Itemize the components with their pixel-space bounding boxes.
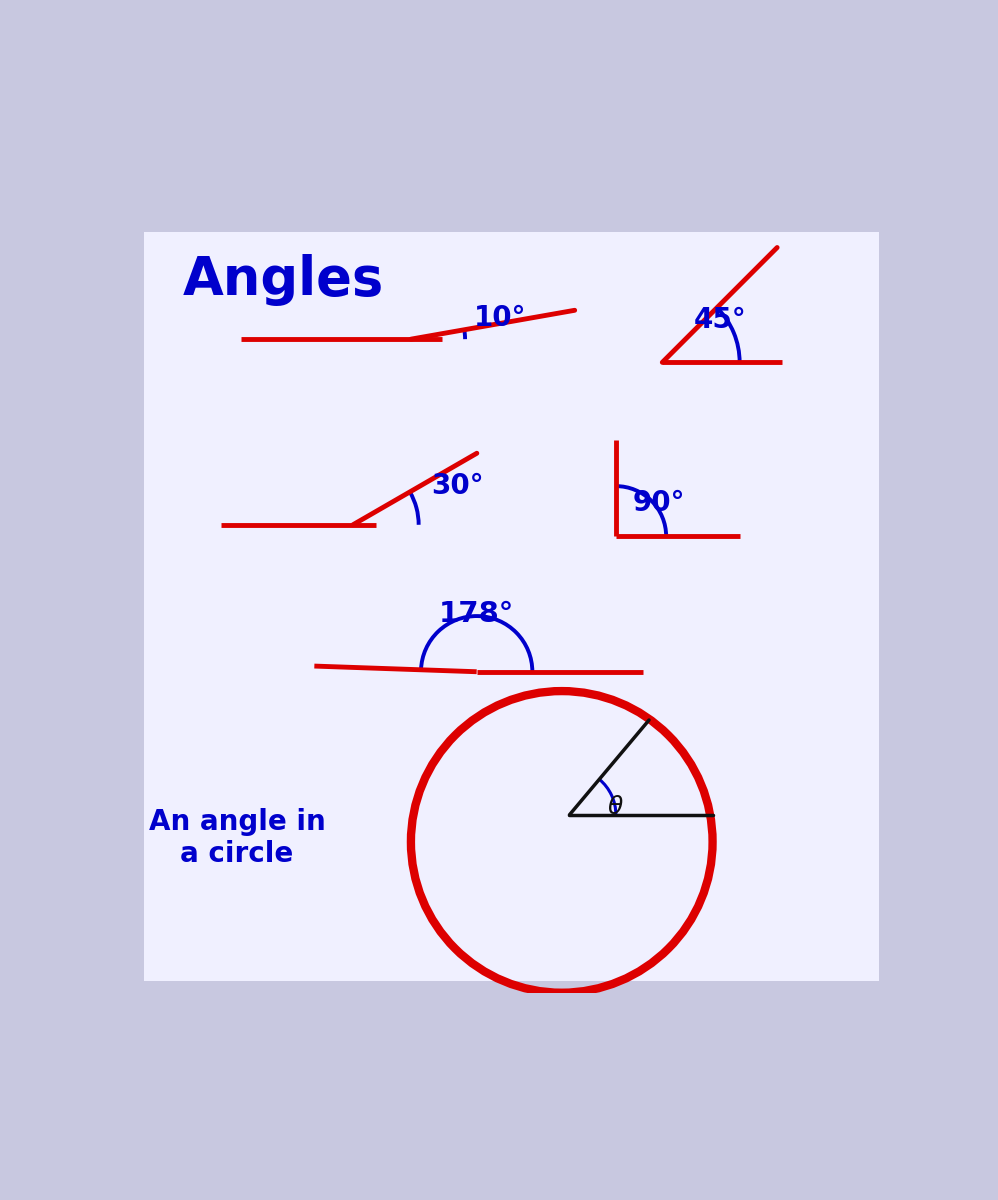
FancyBboxPatch shape — [144, 233, 879, 982]
Text: Angles: Angles — [183, 254, 384, 306]
Text: 90°: 90° — [632, 490, 685, 517]
Text: An angle in
a circle: An angle in a circle — [149, 808, 325, 869]
Text: 10°: 10° — [474, 304, 526, 331]
Text: 178°: 178° — [439, 600, 514, 628]
Text: 45°: 45° — [694, 306, 747, 334]
Text: 30°: 30° — [431, 472, 484, 500]
Text: $\theta$: $\theta$ — [608, 796, 625, 820]
